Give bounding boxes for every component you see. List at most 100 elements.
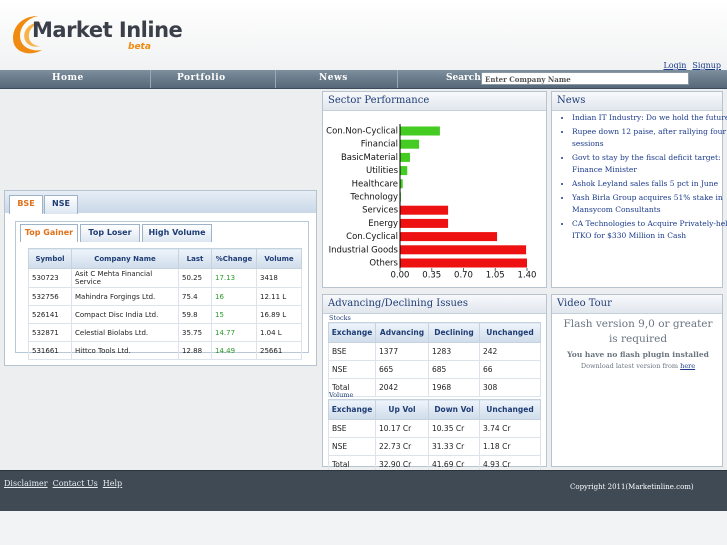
table-row: 532756 Mahindra Forgings Ltd. 75.4 16 12.11 … xyxy=(28,287,302,306)
table-cell: 12.88 xyxy=(178,341,212,360)
table-cell: 1.18 Cr xyxy=(479,437,541,456)
news-item[interactable]: Indian IT Industry: Do we hold the futur… xyxy=(572,112,727,124)
table-caption: Volume xyxy=(329,391,354,399)
nav-item[interactable]: Portfolio xyxy=(177,73,226,83)
bar xyxy=(400,179,403,189)
table-cell: 3418 xyxy=(256,268,302,288)
table-cell: 685 xyxy=(428,360,480,379)
table-cell: Hittco Tools Ltd. xyxy=(71,341,179,360)
table-cell: 75.4 xyxy=(178,287,212,306)
panel-title: Sector Performance xyxy=(323,92,546,111)
category-label: Energy xyxy=(368,219,398,229)
table-caption: Stocks xyxy=(329,314,351,322)
view-tab[interactable]: Top Gainer xyxy=(20,224,78,242)
x-tick-label: 0.00 xyxy=(391,271,410,281)
no-plugin: You have no flash plugin installed xyxy=(567,350,709,359)
x-tick-label: 1.05 xyxy=(486,271,505,281)
table-row: 531661 Hittco Tools Ltd. 12.88 14.49 25661 xyxy=(28,341,302,360)
video-panel: Video Tour Flash version 9,0 or greater … xyxy=(551,294,723,467)
column-header: Exchange xyxy=(328,399,376,420)
column-header: Advancing xyxy=(375,322,429,343)
column-header: Exchange xyxy=(328,322,376,343)
bar xyxy=(400,166,408,176)
news-item[interactable]: Rupee down 12 paise, after rallying four… xyxy=(572,126,727,150)
table-cell: 25661 xyxy=(256,341,302,360)
column-header: Unchanged xyxy=(479,322,541,343)
table-cell: 10.17 Cr xyxy=(375,419,429,438)
table-cell: NSE xyxy=(328,437,376,456)
search-label: Search: xyxy=(446,73,485,83)
search-input[interactable]: Enter Company Name xyxy=(481,72,689,85)
copyright: Copyright 2011(Marketinline.com) xyxy=(570,483,694,491)
table-cell: 16.89 L xyxy=(256,305,302,324)
nav-item[interactable]: Home xyxy=(52,73,84,83)
table-cell: 1283 xyxy=(428,342,480,361)
table-row: NSE 665 685 66 xyxy=(328,360,541,379)
table-cell: 17.13 xyxy=(211,268,257,288)
exchange-tab[interactable]: NSE xyxy=(44,195,78,214)
table-cell: 1.04 L xyxy=(256,323,302,342)
table-cell: 66 xyxy=(479,360,541,379)
header-row: Exchange Advancing Declining Unchanged xyxy=(328,322,541,343)
inner-panel: Top Gainer Top Loser High Volume Symbol Comp… xyxy=(15,221,309,360)
bar xyxy=(400,245,527,255)
footer-link[interactable]: Contact Us xyxy=(52,479,98,488)
header-row: Symbol Company Name Last %Change Volume xyxy=(28,248,302,269)
footer: Disclaimer Contact Us Help Copyright 2011(… xyxy=(0,470,727,511)
table-cell: 1377 xyxy=(375,342,429,361)
table-row: BSE 10.17 Cr 10.35 Cr 3.74 Cr xyxy=(328,419,541,438)
view-tab[interactable]: High Volume xyxy=(142,224,212,242)
download-line: Download latest version from here xyxy=(556,362,720,370)
table-cell: 12.11 L xyxy=(256,287,302,306)
nav-item[interactable]: News xyxy=(319,73,348,83)
category-label: Con.Cyclical xyxy=(346,232,398,242)
news-item[interactable]: Yash Birla Group acquires 51% stake in M… xyxy=(572,192,727,216)
top-links: Login Signup xyxy=(657,61,721,70)
table-cell: 526141 xyxy=(28,305,72,324)
table-cell: 3.74 Cr xyxy=(479,419,541,438)
table-row: 532871 Celestial Biolabs Ltd. 35.75 14.77 1.… xyxy=(28,323,302,342)
table-cell: BSE xyxy=(328,342,376,361)
column-header: Unchanged xyxy=(479,399,541,420)
sector-chart: Con.Non-Cyclical Financial BasicMaterial Ut… xyxy=(326,124,537,281)
adv-dec-panel: Advancing/Declining Issues Stocks Exchang… xyxy=(322,294,547,474)
market-panel: Top Gainer Top Loser High Volume Symbol Comp… xyxy=(4,190,317,366)
footer-link[interactable]: Disclaimer xyxy=(4,479,48,488)
panel-title: Advancing/Declining Issues xyxy=(323,295,546,314)
news-panel: News Indian IT Industry: Do we hold the … xyxy=(551,91,727,288)
news-item[interactable]: Ashok Leyland sales falls 5 pct in June xyxy=(572,178,727,190)
page-bottom xyxy=(0,511,727,545)
header: Market Inline beta Login Signup xyxy=(0,0,727,70)
table-cell: 14.77 xyxy=(211,323,257,342)
footer-link[interactable]: Help xyxy=(102,479,123,488)
footer-links: Disclaimer Contact Us Help xyxy=(4,479,127,488)
view-tab[interactable]: Top Loser xyxy=(80,224,140,242)
data-table: Symbol Company Name Last %Change Volume 53072… xyxy=(28,248,302,360)
data-table: Exchange Up Vol Down Vol Unchanged BSE 10.17 … xyxy=(328,399,541,474)
table-cell: 532756 xyxy=(28,287,72,306)
column-header: Declining xyxy=(428,322,480,343)
column-header: Up Vol xyxy=(375,399,429,420)
category-label: BasicMaterial xyxy=(341,153,398,163)
nav-separator xyxy=(397,70,398,88)
tab-strip xyxy=(5,191,316,213)
bar xyxy=(400,232,498,242)
sector-panel: Sector Performance Con.Non-Cyclical Finan… xyxy=(322,91,547,288)
news-item[interactable]: CA Technologies to Acquire Privately-hel… xyxy=(572,218,727,242)
table-cell: 10.35 Cr xyxy=(428,419,480,438)
category-label: Services xyxy=(362,206,398,216)
table-cell: 242 xyxy=(479,342,541,361)
signup-link[interactable]: Signup xyxy=(692,61,721,70)
exchange-tab[interactable]: BSE xyxy=(9,195,43,214)
x-tick-label: 1.40 xyxy=(518,271,537,281)
table-cell: Celestial Biolabs Ltd. xyxy=(71,323,179,342)
download-link[interactable]: here xyxy=(680,362,696,370)
news-item[interactable]: Govt to stay by the fiscal deficit targe… xyxy=(572,152,727,176)
panel-title: News xyxy=(552,92,722,111)
login-link[interactable]: Login xyxy=(663,61,687,70)
table-row: NSE 22.73 Cr 31.33 Cr 1.18 Cr xyxy=(328,437,541,456)
category-label: Technology xyxy=(349,193,398,203)
column-header: Volume xyxy=(256,248,302,269)
bar xyxy=(400,218,449,228)
table-row: Total 2042 1968 308 xyxy=(328,378,541,397)
